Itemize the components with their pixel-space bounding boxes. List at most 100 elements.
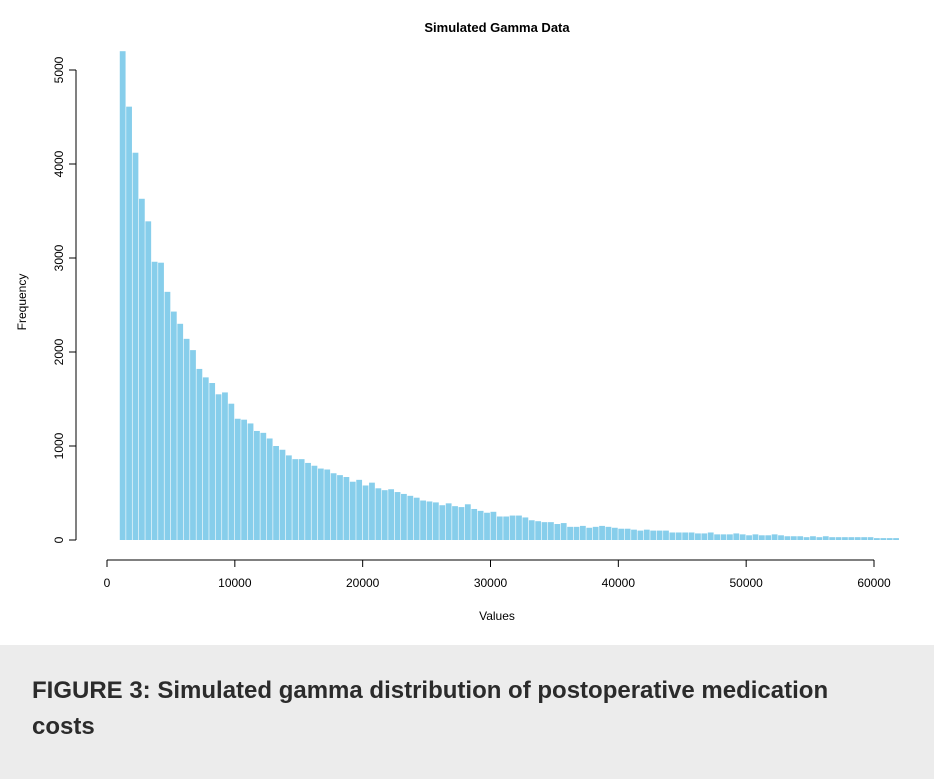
histogram-bar [880, 538, 887, 540]
histogram-bar [765, 535, 772, 540]
histogram-bar [190, 350, 196, 540]
histogram-bar [867, 537, 874, 540]
histogram-bar [707, 532, 714, 540]
histogram-bar [810, 536, 816, 540]
histogram-bar [145, 221, 152, 540]
histogram-bar [445, 503, 452, 540]
histogram-bar [356, 479, 363, 540]
histogram-bar [222, 392, 228, 540]
x-tick-label: 30000 [474, 576, 508, 590]
y-tick-label: 4000 [52, 150, 66, 177]
histogram-bar [330, 473, 337, 540]
histogram-bar [458, 507, 465, 540]
histogram-bar [771, 534, 778, 540]
histogram-bar [669, 532, 676, 540]
histogram-bar [803, 537, 810, 540]
histogram-bar [611, 527, 618, 540]
y-axis-label: Frequency [15, 274, 29, 331]
x-axis: 0 10000 20000 30000 40000 50000 60000 [104, 559, 891, 590]
histogram-bar [886, 538, 893, 540]
histogram-bar [637, 530, 644, 540]
histogram-bar [158, 262, 164, 540]
histogram-bar [560, 523, 567, 540]
histogram-bar [579, 525, 586, 540]
y-axis: 0 1000 2000 3000 4000 5000 [52, 56, 77, 543]
histogram-bar [548, 522, 554, 540]
histogram-bar [349, 481, 356, 540]
histogram-bar [394, 492, 401, 540]
histogram-bar [784, 536, 791, 540]
histogram-bar [522, 517, 529, 540]
histogram-bar [624, 528, 631, 540]
histogram-bar [132, 152, 139, 540]
histogram-bar [471, 508, 478, 540]
histogram-bar [305, 462, 311, 540]
histogram-bar [266, 438, 273, 540]
histogram-bar [215, 394, 222, 540]
histogram-bar [758, 535, 765, 540]
histogram-bar [695, 533, 701, 540]
histogram-bar [126, 106, 132, 540]
x-axis-label: Values [479, 609, 515, 623]
histogram-bar [701, 533, 708, 540]
histogram-bar [119, 51, 126, 540]
histogram-bar [650, 530, 657, 540]
histogram-bar [599, 525, 605, 540]
histogram-bar [631, 529, 637, 540]
histogram-bar [209, 383, 216, 540]
histogram-bar [183, 338, 190, 540]
histogram-bar [586, 527, 593, 540]
y-tick-label: 0 [52, 536, 66, 543]
histogram-bar [503, 516, 510, 540]
histogram-bar [381, 490, 388, 540]
x-tick-label: 40000 [602, 576, 636, 590]
histogram-bar [720, 534, 727, 540]
histogram-bar [464, 504, 471, 540]
histogram-bar [337, 475, 343, 540]
histogram-bar [241, 419, 248, 540]
histogram-bar [196, 368, 203, 540]
histogram-bar [260, 432, 267, 540]
chart-area: Simulated Gamma Data 0 10000 20000 30000 400… [15, 20, 899, 623]
histogram-bar [675, 532, 682, 540]
histogram-bar [151, 261, 158, 540]
histogram-bar [842, 537, 848, 540]
histogram-bar [254, 430, 260, 540]
histogram-bar [420, 500, 426, 540]
histogram-bar [407, 495, 414, 540]
histogram-bar [682, 532, 689, 540]
figure-caption: FIGURE 3: Simulated gamma distribution o… [32, 677, 829, 740]
figure-caption-box: FIGURE 3: Simulated gamma distribution o… [0, 645, 934, 779]
histogram-bar [388, 489, 395, 540]
histogram-bar [790, 536, 797, 540]
histogram-bar [746, 535, 752, 540]
histogram-bar [752, 534, 759, 540]
histogram-bar [816, 537, 823, 540]
histogram-bar [413, 497, 420, 540]
histogram-bar [234, 418, 241, 540]
histogram-bar [439, 505, 446, 540]
histogram-bar [733, 533, 740, 540]
histogram-bar [375, 488, 382, 540]
histogram-bar [822, 536, 829, 540]
histogram-bar [854, 537, 861, 540]
histogram-bar [714, 534, 720, 540]
histogram-bar [541, 522, 548, 540]
histogram-bar [688, 532, 695, 540]
x-tick-label: 0 [104, 576, 111, 590]
histogram-bar [401, 493, 407, 540]
histogram-bar [739, 534, 746, 540]
histogram-bar [528, 520, 535, 540]
histogram-bar [835, 537, 842, 540]
histogram-chart: Simulated Gamma Data 0 10000 20000 30000 400… [15, 20, 899, 623]
histogram-bar [247, 423, 254, 540]
histogram-bar [452, 506, 458, 540]
histogram-bar [202, 377, 209, 540]
histogram-bar [273, 446, 279, 540]
histogram-bar [516, 515, 522, 540]
histogram-bar [298, 459, 305, 540]
histogram-bar [656, 530, 663, 540]
histogram-bar [343, 477, 350, 540]
histogram-bar [848, 537, 855, 540]
histogram-bar [567, 526, 573, 540]
